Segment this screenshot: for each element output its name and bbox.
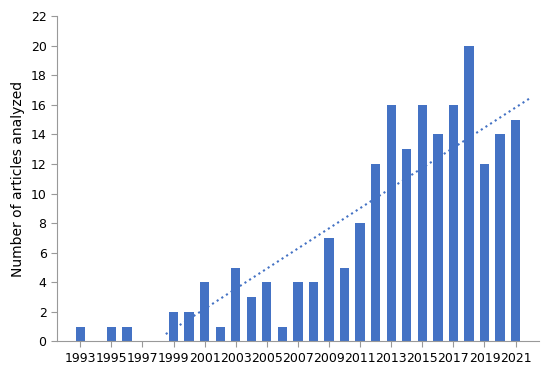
Bar xyxy=(293,282,303,341)
Bar xyxy=(122,327,131,341)
Bar xyxy=(480,164,489,341)
Bar xyxy=(309,282,318,341)
Y-axis label: Number of articles analyzed: Number of articles analyzed xyxy=(11,81,25,277)
Bar xyxy=(340,268,349,341)
Bar xyxy=(511,120,520,341)
Bar xyxy=(433,135,443,341)
Bar xyxy=(371,164,380,341)
Bar xyxy=(324,238,334,341)
Bar xyxy=(246,297,256,341)
Bar xyxy=(169,312,178,341)
Bar xyxy=(496,135,505,341)
Bar xyxy=(184,312,194,341)
Bar xyxy=(107,327,116,341)
Bar xyxy=(402,149,411,341)
Bar xyxy=(200,282,210,341)
Bar xyxy=(262,282,272,341)
Bar xyxy=(216,327,225,341)
Bar xyxy=(355,223,365,341)
Bar xyxy=(387,105,396,341)
Bar xyxy=(464,46,474,341)
Bar xyxy=(278,327,287,341)
Bar xyxy=(417,105,427,341)
Bar xyxy=(449,105,458,341)
Bar xyxy=(75,327,85,341)
Bar xyxy=(231,268,240,341)
